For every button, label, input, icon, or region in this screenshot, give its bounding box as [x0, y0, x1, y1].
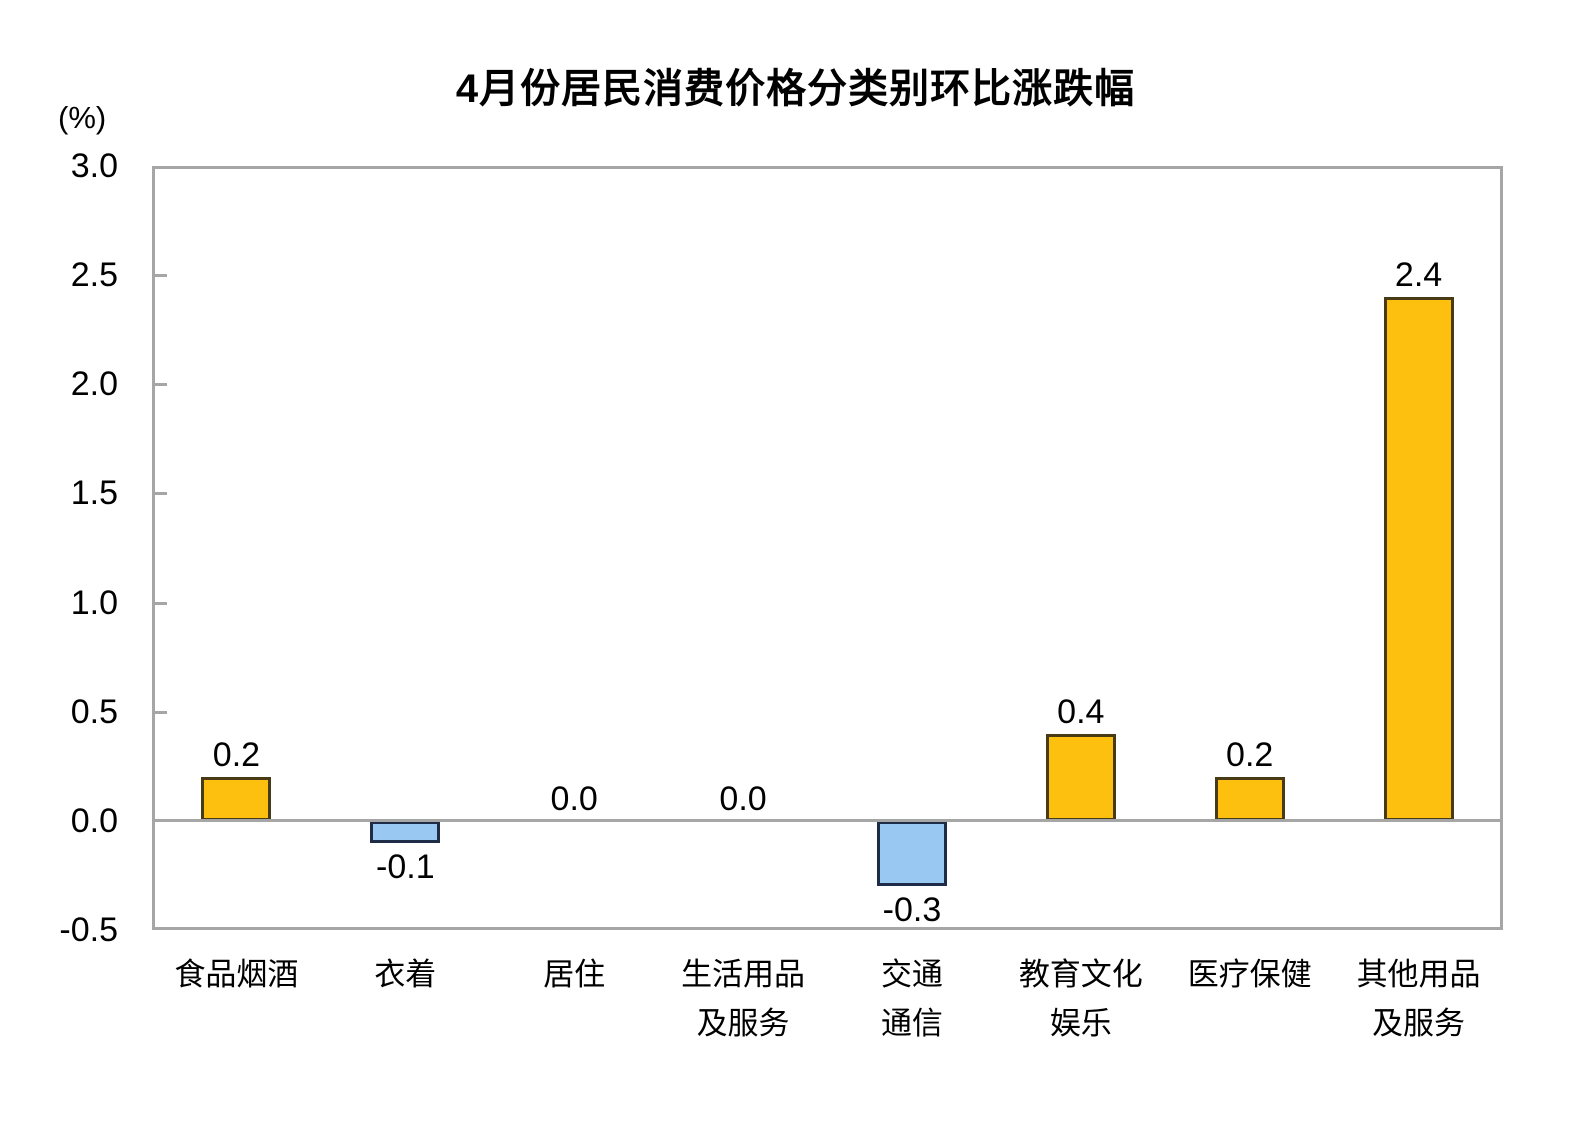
bar	[876, 820, 947, 887]
category-label-line: 通信	[880, 1006, 943, 1041]
category-label-line: 生活用品	[681, 957, 806, 992]
category-label-line: 教育文化	[1018, 957, 1143, 992]
y-tick-label: -0.5	[59, 911, 118, 949]
category-label: 其他用品 及服务	[1334, 950, 1503, 1048]
y-axis-unit-label: (%)	[58, 100, 107, 135]
value-label: 0.0	[550, 779, 598, 818]
value-label: -0.1	[376, 847, 435, 886]
category-label-line: 娱乐	[1049, 1006, 1112, 1041]
category-label-line: 其他用品	[1356, 957, 1481, 992]
category-label-line: 衣着	[374, 957, 437, 992]
category-label: 衣着	[321, 950, 490, 999]
zero-axis-line	[152, 819, 1503, 823]
y-tick-label: 1.5	[70, 474, 118, 513]
category-label-line: 及服务	[696, 1006, 790, 1041]
category-label: 交通 通信	[828, 950, 997, 1048]
category-label-line: 居住	[543, 957, 606, 992]
value-label: -0.3	[882, 891, 942, 930]
y-tick-mark	[155, 492, 167, 496]
y-tick-label: 1.0	[70, 583, 118, 622]
category-label: 居住	[490, 950, 659, 999]
y-tick-label: 0.0	[70, 801, 118, 840]
value-label: 2.4	[1394, 255, 1443, 294]
category-label: 医疗保健	[1165, 950, 1334, 999]
y-tick-mark	[155, 710, 167, 714]
bar	[1383, 296, 1454, 821]
category-label-line: 医疗保健	[1187, 957, 1312, 992]
chart-title: 4月份居民消费价格分类别环比涨跌幅	[455, 67, 1136, 111]
y-tick-mark	[155, 274, 167, 278]
category-label: 食品烟酒	[152, 950, 321, 999]
category-label-line: 及服务	[1372, 1006, 1466, 1041]
bar	[201, 777, 272, 821]
bar	[1214, 777, 1285, 821]
category-label-line: 交通	[880, 957, 943, 992]
bar	[1045, 733, 1116, 821]
value-label: 0.4	[1057, 692, 1105, 731]
bar	[370, 820, 441, 843]
category-label: 生活用品 及服务	[659, 950, 828, 1048]
y-tick-mark	[155, 383, 167, 387]
category-label: 教育文化 娱乐	[996, 950, 1165, 1048]
category-label-line: 食品烟酒	[174, 957, 299, 992]
y-tick-label: 0.5	[70, 692, 118, 731]
value-label: 0.0	[719, 779, 767, 818]
y-tick-label: 3.0	[70, 147, 118, 185]
plot-area	[152, 166, 1503, 930]
y-tick-mark	[155, 601, 167, 605]
value-label: 0.2	[212, 736, 261, 775]
y-tick-label: 2.5	[70, 256, 118, 295]
y-tick-label: 2.0	[70, 365, 118, 404]
value-label: 0.2	[1226, 736, 1274, 775]
